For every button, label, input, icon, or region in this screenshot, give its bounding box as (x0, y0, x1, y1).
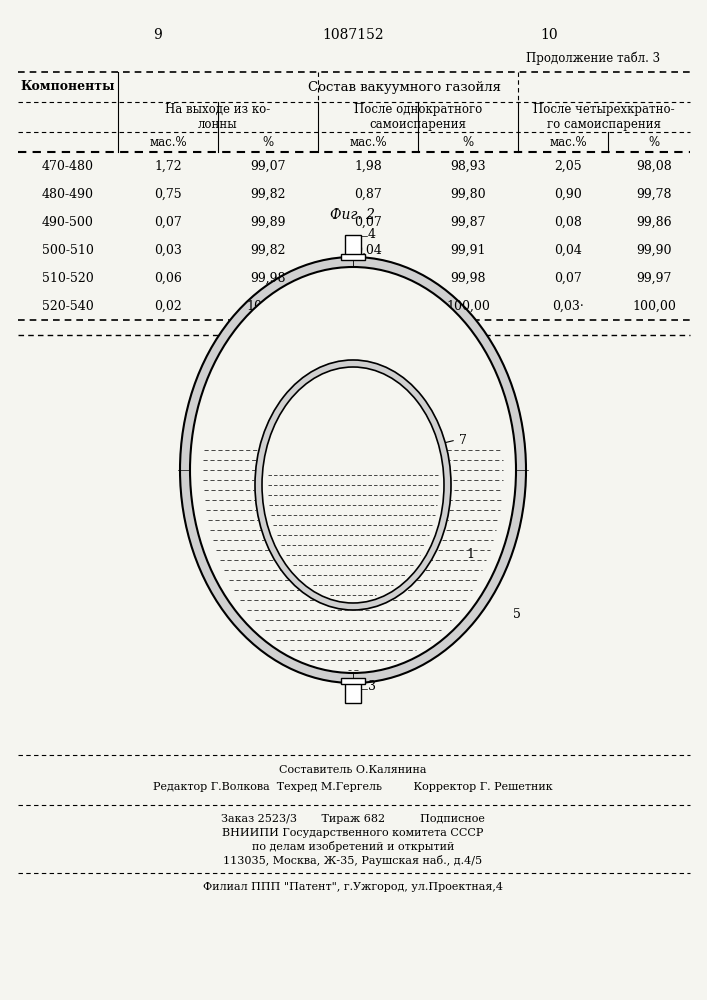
Ellipse shape (255, 360, 451, 610)
Text: 0,07: 0,07 (354, 216, 382, 229)
Text: 0,08: 0,08 (554, 216, 582, 229)
Text: 1,72: 1,72 (154, 159, 182, 172)
Text: 0,07: 0,07 (554, 271, 582, 284)
Text: 99,86: 99,86 (636, 216, 672, 229)
Text: 99,90: 99,90 (636, 243, 672, 256)
Text: 520-540: 520-540 (42, 300, 94, 312)
Text: 100,00: 100,00 (446, 300, 490, 312)
Text: 99,91: 99,91 (450, 243, 486, 256)
Text: После четырехкратно-
го самоиспарения: После четырехкратно- го самоиспарения (533, 103, 674, 131)
Bar (345, 235, 361, 257)
Text: 0,04: 0,04 (554, 243, 582, 256)
Text: Составитель О.Калянина: Составитель О.Калянина (279, 765, 427, 775)
Text: После однократного
самоиспарения: После однократного самоиспарения (354, 103, 482, 131)
Text: 0,07: 0,07 (154, 216, 182, 229)
Text: 9: 9 (153, 28, 161, 42)
Text: %: % (262, 135, 274, 148)
Text: 2,05: 2,05 (554, 159, 582, 172)
Text: 0,87: 0,87 (354, 188, 382, 200)
Text: 99,80: 99,80 (450, 188, 486, 200)
Text: 99,82: 99,82 (250, 243, 286, 256)
Text: На выходе из ко-
лонны: На выходе из ко- лонны (165, 103, 271, 131)
Text: мас.%: мас.% (149, 135, 187, 148)
Text: по делам изобретений и открытий: по делам изобретений и открытий (252, 842, 454, 852)
Text: 0,04: 0,04 (354, 243, 382, 256)
Bar (341, 678, 365, 684)
Text: 1,98: 1,98 (354, 159, 382, 172)
Bar (345, 681, 361, 703)
Text: ВНИИПИ Государственного комитета СССР: ВНИИПИ Государственного комитета СССР (222, 828, 484, 838)
Text: 99,82: 99,82 (250, 188, 286, 200)
Text: 99,07: 99,07 (250, 159, 286, 172)
Ellipse shape (190, 267, 516, 673)
Text: 470-480: 470-480 (42, 159, 94, 172)
Text: %: % (462, 135, 474, 148)
Text: Заказ 2523/3       Тираж 682          Подписное: Заказ 2523/3 Тираж 682 Подписное (221, 814, 485, 824)
Text: 4: 4 (368, 228, 376, 240)
Text: 98,08: 98,08 (636, 159, 672, 172)
Text: 99,89: 99,89 (250, 216, 286, 229)
Text: А – А: А – А (334, 353, 371, 367)
Text: мас.%: мас.% (349, 135, 387, 148)
Text: Компоненты: Компоненты (21, 81, 115, 94)
Ellipse shape (180, 257, 526, 683)
Text: 7: 7 (459, 434, 467, 446)
Text: 480-490: 480-490 (42, 188, 94, 200)
Text: 0,03·: 0,03· (552, 300, 584, 312)
Text: 0,02: 0,02 (154, 300, 182, 312)
Text: 0,02: 0,02 (354, 300, 382, 312)
Text: 3: 3 (368, 680, 376, 692)
Text: 510-520: 510-520 (42, 271, 94, 284)
Text: Продолжение табл. 3: Продолжение табл. 3 (526, 51, 660, 65)
Text: 113035, Москва, Ж-35, Раушская наб., д.4/5: 113035, Москва, Ж-35, Раушская наб., д.4… (223, 856, 483, 866)
Text: мас.%: мас.% (549, 135, 587, 148)
Text: 1087152: 1087152 (322, 28, 384, 42)
Text: 10: 10 (540, 28, 558, 42)
Text: 100,00: 100,00 (632, 300, 676, 312)
Text: 0,03: 0,03 (154, 243, 182, 256)
Bar (341, 254, 365, 260)
Text: 98,93: 98,93 (450, 159, 486, 172)
Text: %: % (648, 135, 660, 148)
Text: 490-500: 490-500 (42, 216, 94, 229)
Text: Фиг. 2: Фиг. 2 (330, 208, 375, 222)
Text: 0,75: 0,75 (154, 188, 182, 200)
Text: 99,98: 99,98 (450, 271, 486, 284)
Text: 100,00: 100,00 (246, 300, 290, 312)
Text: 5: 5 (513, 608, 521, 621)
Text: 99,87: 99,87 (450, 216, 486, 229)
Text: 99,97: 99,97 (636, 271, 672, 284)
Text: Состав вакуумного газойля: Состав вакуумного газойля (308, 81, 501, 94)
Text: Редактор Г.Волкова  Техред М.Гергель         Корректор Г. Решетник: Редактор Г.Волкова Техред М.Гергель Корр… (153, 782, 553, 792)
Ellipse shape (262, 367, 444, 603)
Text: 0,90: 0,90 (554, 188, 582, 200)
Text: 99,78: 99,78 (636, 188, 672, 200)
Text: 0,06: 0,06 (154, 271, 182, 284)
Text: 99,98: 99,98 (250, 271, 286, 284)
Text: 1: 1 (466, 548, 474, 562)
Text: Филиал ППП "Патент", г.Ужгород, ул.Проектная,4: Филиал ППП "Патент", г.Ужгород, ул.Проек… (203, 882, 503, 892)
Text: 500-510: 500-510 (42, 243, 94, 256)
Text: 0,07: 0,07 (354, 271, 382, 284)
